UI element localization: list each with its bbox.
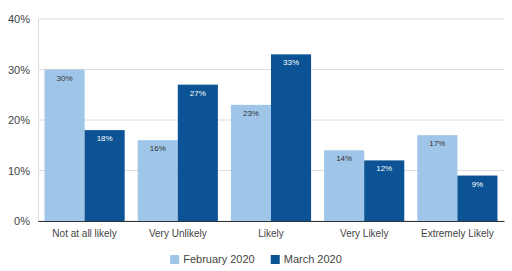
bar	[417, 135, 457, 221]
y-tick-label: 20%	[8, 114, 30, 126]
bar	[178, 85, 218, 221]
x-axis-line	[39, 221, 505, 222]
data-label: 33%	[283, 58, 299, 67]
data-label: 12%	[376, 164, 392, 173]
x-tick: Likely	[258, 221, 284, 239]
y-axis-line	[38, 20, 39, 222]
y-axis: 0% 10% 20% 30% 40%	[8, 13, 39, 227]
x-tick-label: Very Likely	[340, 228, 388, 239]
x-tick-label: Very Unlikely	[149, 228, 207, 239]
x-tick: Extremely Likely	[421, 221, 494, 239]
y-tick-label: 40%	[8, 13, 30, 25]
bar	[324, 150, 364, 221]
bar	[138, 140, 178, 221]
bar	[457, 176, 497, 221]
y-tick: 20%	[8, 114, 38, 126]
bar	[271, 54, 311, 221]
y-tick-label: 0%	[14, 215, 30, 227]
legend-item: February 2020	[170, 253, 255, 265]
legend-item: March 2020	[271, 253, 342, 265]
y-tick: 30%	[8, 64, 38, 76]
x-tick-label: Likely	[258, 228, 284, 239]
data-label: 30%	[57, 74, 73, 83]
x-tick: Very Unlikely	[149, 221, 207, 239]
x-tick-label: Extremely Likely	[421, 228, 494, 239]
grid-line	[38, 19, 504, 20]
data-label: 18%	[97, 134, 113, 143]
legend-label: March 2020	[284, 253, 342, 265]
bar	[231, 105, 271, 221]
legend-label: February 2020	[183, 253, 255, 265]
y-tick-label: 10%	[8, 165, 30, 177]
data-label: 9%	[472, 180, 484, 189]
grid	[38, 19, 504, 221]
data-label: 14%	[336, 154, 352, 163]
y-tick-label: 30%	[8, 64, 30, 76]
bar	[85, 130, 125, 221]
data-label: 17%	[429, 139, 445, 148]
y-tick: 40%	[8, 13, 38, 25]
data-labels: 30% 16% 23% 14% 17% 18% 27% 33% 12% 9%	[57, 58, 484, 188]
y-tick: 0%	[14, 215, 38, 227]
x-tick: Not at all likely	[52, 221, 116, 239]
data-label: 23%	[243, 109, 259, 118]
chart: 0% 10% 20% 30% 40% 30% 16% 23% 14% 17% 18% 27% 33% 12…	[0, 0, 512, 271]
bars	[45, 54, 498, 221]
y-tick: 10%	[8, 165, 38, 177]
x-tick: Very Likely	[340, 221, 388, 239]
legend: February 2020 March 2020	[170, 253, 342, 265]
bar	[364, 160, 404, 221]
x-axis: Not at all likely Very Unlikely Likely Very…	[39, 221, 505, 239]
plot: 0% 10% 20% 30% 40% 30% 16% 23% 14% 17% 18% 27% 33% 12…	[8, 13, 505, 239]
legend-swatch	[170, 255, 179, 264]
x-tick-label: Not at all likely	[52, 228, 116, 239]
legend-swatch	[271, 255, 280, 264]
data-label: 27%	[190, 89, 206, 98]
bar	[45, 70, 85, 222]
data-label: 16%	[150, 144, 166, 153]
